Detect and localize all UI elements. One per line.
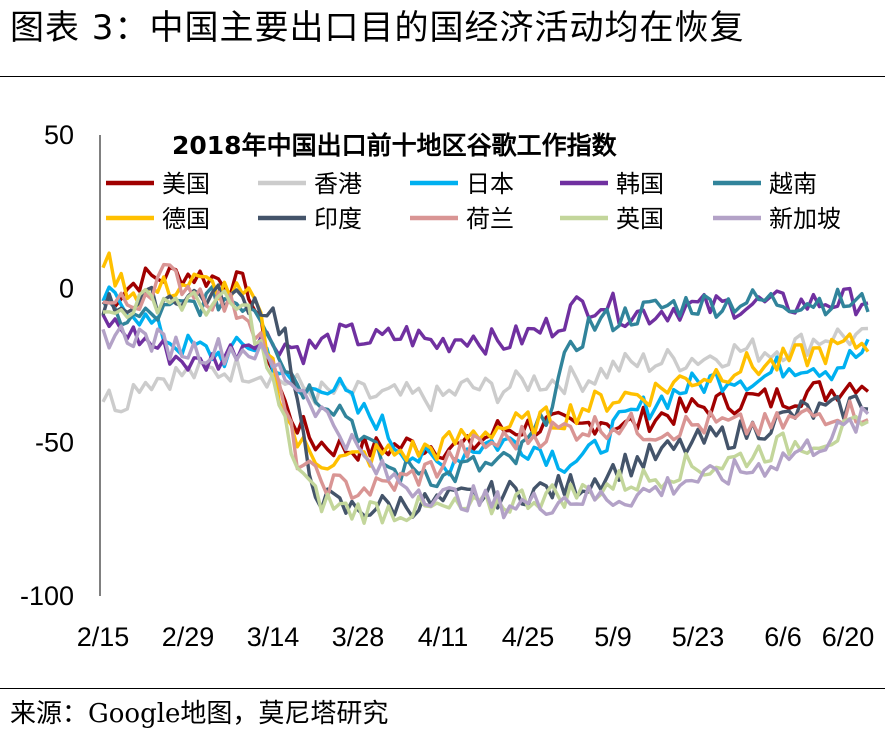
y-tick-label: -50 (35, 427, 74, 457)
top-divider (0, 76, 885, 77)
series-line (102, 262, 869, 500)
x-tick-label: 4/25 (502, 622, 555, 652)
legend-label: 新加坡 (769, 205, 841, 233)
x-tick-labels: 2/15 2/29 3/14 3/28 4/11 4/25 5/9 5/23 6/6 6/20 (77, 622, 875, 652)
y-tick-label: -100 (20, 581, 74, 611)
x-tick-label: 5/9 (594, 622, 632, 652)
chart-title: 2018年中国出口前十地区谷歌工作指数 (172, 131, 618, 160)
legend-label: 印度 (314, 205, 362, 233)
series-line (101, 324, 870, 520)
legend-label: 香港 (314, 170, 362, 198)
source-note: 来源：Google地图，莫尼塔研究 (10, 699, 389, 729)
legend-label: 德国 (162, 205, 210, 233)
x-tick-label: 4/11 (418, 622, 469, 652)
legend-label: 韩国 (616, 170, 664, 198)
x-tick-label: 3/14 (247, 622, 300, 652)
bottom-divider (0, 688, 885, 689)
y-tick-label: 50 (44, 120, 74, 150)
series-line (101, 326, 869, 414)
x-tick-label: 6/6 (764, 622, 802, 652)
x-tick-label: 3/28 (332, 622, 385, 652)
series-line (101, 283, 869, 519)
y-tick-label: 0 (59, 274, 74, 304)
legend-label: 美国 (162, 170, 210, 198)
figure-heading: 图表 3：中国主要出口目的国经济活动均在恢复 (10, 8, 745, 48)
x-tick-label: 5/23 (672, 622, 725, 652)
legend-label: 荷兰 (466, 205, 514, 233)
line-chart: 50 0 -50 -100 2/15 2/29 3/14 3/28 4/11 4/25 5/9 5/… (20, 120, 875, 652)
series-line (102, 287, 869, 525)
series-line (101, 286, 869, 372)
x-tick-label: 2/15 (77, 622, 130, 652)
y-tick-labels: 50 0 -50 -100 (20, 120, 74, 611)
legend-label: 英国 (616, 205, 664, 233)
x-tick-label: 6/20 (822, 622, 875, 652)
x-tick-label: 2/29 (162, 622, 215, 652)
series-lines (101, 251, 870, 525)
legend-label: 越南 (769, 170, 817, 198)
legend-label: 日本 (466, 170, 514, 198)
